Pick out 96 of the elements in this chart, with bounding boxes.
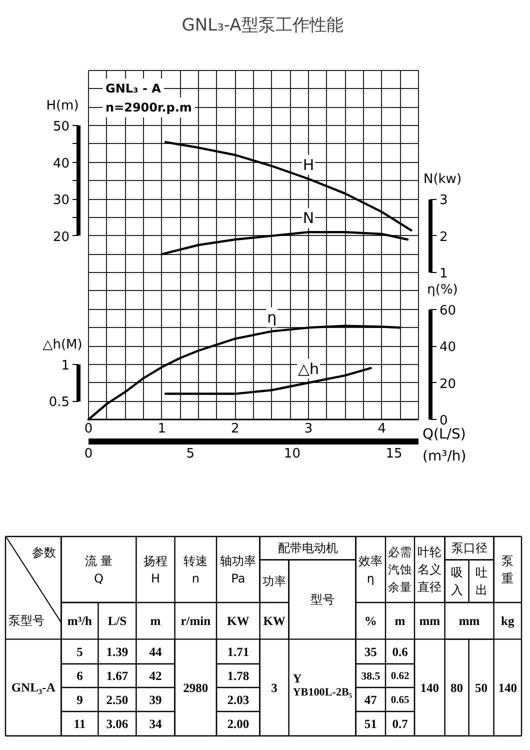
x2-tick-label: 10 [284,446,300,462]
x2-tick-label: 5 [186,446,194,462]
x-tick-label: 4 [378,422,386,436]
series-label: η [267,308,277,326]
text: 35 [364,645,377,660]
x-tick-label: 1 [158,422,166,436]
y2-tick-label: 2 [440,230,448,245]
text: 140 [420,681,440,696]
text: 参数 [32,546,56,560]
x-tick-label: 0 [84,422,93,436]
text: m³/h [67,614,92,628]
text: m [150,614,162,628]
text: 轴功率 Pa [220,554,256,586]
text: 11 [74,717,86,732]
text: 叶轮名义直径 [418,545,442,594]
text: mm [419,614,441,628]
series-label: N [302,209,314,228]
text: 泵口径 [451,541,488,556]
text: 吸入 [450,565,463,597]
text: GNL₃-A [11,680,56,695]
y-tick-label: 20 [52,230,70,245]
text: YB100L-2B₅ [292,686,353,699]
text: 2.50 [106,693,128,707]
text: 型号 [310,592,334,607]
text: 0.7 [392,717,408,732]
text: 80 [450,681,464,696]
text: 38.5 [361,670,380,683]
text: 流 量 Q [84,554,113,586]
x-axis-title: Q(L/S) [422,426,466,442]
text: 配带电动机 [278,541,338,556]
y-tick-label: 30 [52,193,70,208]
text: 2.00 [227,717,250,732]
y-axis-title: △h(M) [42,337,82,352]
text: Y [292,672,302,686]
text: 34 [149,717,162,732]
line-series [164,141,412,232]
y-axis-title: H(m) [46,98,79,114]
y2-tick-label: 3 [440,193,448,208]
text: 5 [76,645,83,660]
y-tick-label: 1 [61,358,70,374]
x2-tick-label: 0 [84,446,93,462]
annotation: n=2900r.p.m [106,100,192,114]
text: L/S [108,614,127,628]
y-tick-label: 50 [52,120,70,135]
text: 0.65 [390,695,410,706]
text: KW [227,614,250,628]
text: KW [263,614,286,628]
text: 泵重 [502,554,514,586]
text: % [364,614,377,628]
text: 2980 [183,681,208,696]
y-tick-label: 0.5 [48,395,70,410]
text: 47 [364,693,377,707]
y3-tick-label: 40 [440,340,456,356]
text: 功率 [262,574,286,588]
text: kg [501,614,515,628]
text: 泵型号 [8,614,44,628]
chart-title: GNL₃-A型泵工作性能 [182,16,344,36]
y3-tick-label: 60 [440,303,456,318]
text: m [394,614,406,628]
text: 0.6 [392,645,408,660]
text: 51 [364,717,377,732]
text: 50 [475,681,488,696]
text: 2.03 [227,693,250,707]
x2-axis-title: (m³/h) [422,448,466,464]
x2-tick-label: 15 [386,446,402,462]
text: 6 [76,669,83,684]
y2-tick-label: 1 [440,266,448,282]
text: 1.39 [106,645,128,660]
y2-axis-title: N(kw) [423,172,462,188]
text: 1.78 [227,669,250,684]
text: 必需汽蚀余量 [388,545,412,594]
text: r/min [180,614,211,628]
text: 44 [149,645,162,660]
series-label: H [302,156,314,174]
y-tick-label: 40 [52,156,70,172]
text: 转速 n [184,554,208,586]
text: 扬程 H [144,554,168,586]
annotation: GNL₃ - A [106,82,162,96]
text: 3 [271,681,278,696]
text: 9 [76,693,83,707]
line-series [160,231,409,256]
series-label: △h [298,360,320,378]
text: 1.71 [227,645,250,660]
text: 3.06 [106,717,128,732]
text: 42 [149,669,162,684]
text: mm [458,614,480,628]
y3-tick-label: 20 [440,376,456,392]
text: 140 [498,681,518,696]
text: 吐出 [475,565,488,597]
text: 39 [149,693,162,707]
text: 效率 η [358,554,383,586]
x-tick-label: 3 [304,422,313,436]
text: 0.62 [390,671,410,682]
x-tick-label: 2 [231,422,240,436]
y3-axis-title: η(%) [427,282,458,298]
text: 1.67 [106,669,128,684]
